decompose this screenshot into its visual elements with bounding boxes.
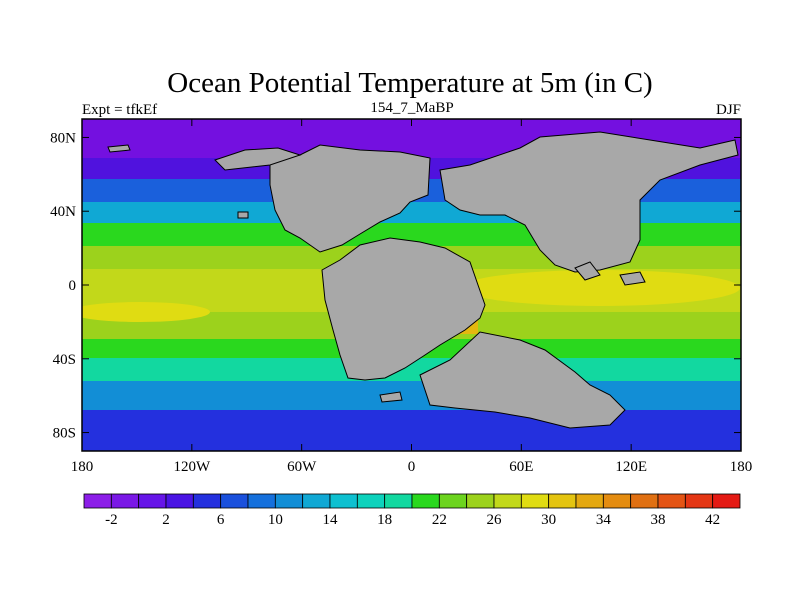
colorbar-swatch [302,493,331,509]
landmass-north-america [269,144,431,253]
colorbar-swatch [630,493,659,509]
colorbar-swatch [165,493,194,509]
lat-axis: 80N 40N 0 40S 80S [50,130,741,442]
landmass-small-island-3 [574,261,601,281]
colorbar-swatch [575,493,604,509]
colorbar-label: 18 [377,512,392,528]
colorbar-swatch [110,493,140,509]
lon-axis: 180 120W 60W 0 60E 120E 180 [71,119,753,475]
colorbar-swatch [247,493,276,509]
colorbar-swatch [192,493,222,509]
warm-patch-east [460,270,740,306]
colorbar-swatch [384,493,413,509]
colorbar-label: 42 [705,512,720,528]
colorbar-label: 26 [487,512,503,528]
colorbar-swatch [138,493,167,509]
lon-tick-label: 60E [509,459,533,475]
landmass-arctic-north [214,147,302,171]
colorbar-swatch [411,493,440,509]
colorbar-label: 38 [651,512,666,528]
colorbar-label: 22 [432,512,447,528]
lat-tick-label: 80N [50,130,76,146]
colorbar-swatch [356,493,386,509]
colorbar-swatch [329,493,358,509]
lat-tick-label: 40N [50,204,76,220]
colorbar-labels: -2 2 6 10 14 18 22 26 30 34 38 42 [105,512,720,528]
landmass-antarctica-india [419,331,626,429]
landmass-small-island-1 [107,144,131,153]
lon-tick-label: 120E [615,459,647,475]
lat-tick-label: 80S [53,426,76,442]
band-south-high [82,381,741,411]
lon-tick-label: 180 [71,459,94,475]
colorbar-swatch [83,493,112,509]
colorbar-swatch [274,493,304,509]
lat-tick-label: 0 [69,278,77,294]
time-label: 154_7_MaBP [370,100,453,116]
lon-tick-label: 0 [408,459,416,475]
colorbar-swatch [548,493,577,509]
landmass-eurasia [439,131,739,273]
colorbar-swatch [466,493,495,509]
lat-tick-label: 40S [53,352,76,368]
landmass-small-island-5 [379,391,403,403]
lon-tick-label: 180 [730,459,753,475]
colorbar-swatch [602,493,632,509]
colorbar-label: -2 [105,512,118,528]
landmass-small-island-4 [619,271,646,286]
experiment-label: Expt = tfkEf [82,102,157,118]
band-north-mid [82,202,741,224]
colorbar-swatch [438,493,468,509]
colorbar-swatch [712,493,741,509]
colorbar-label: 6 [217,512,225,528]
figure-title: Ocean Potential Temperature at 5m (in C) [167,67,652,99]
colorbar-label: 14 [323,512,339,528]
colorbar-label: 30 [541,512,556,528]
colorbar [83,493,741,509]
colorbar-swatch [493,493,522,509]
colorbar-swatch [657,493,686,509]
warm-patch-west [82,302,210,322]
lon-tick-label: 60W [287,459,317,475]
landmass-small-island-2 [237,211,249,219]
season-label: DJF [716,102,741,118]
colorbar-swatch [684,493,714,509]
colorbar-swatch [220,493,249,509]
colorbar-swatch [520,493,550,509]
lon-tick-label: 120W [173,459,211,475]
landmass-group [107,131,739,429]
landmass-africa-southamerica [321,237,486,381]
colorbar-label: 2 [162,512,170,528]
colorbar-label: 34 [596,512,612,528]
colorbar-label: 10 [268,512,283,528]
map-area [82,119,741,451]
